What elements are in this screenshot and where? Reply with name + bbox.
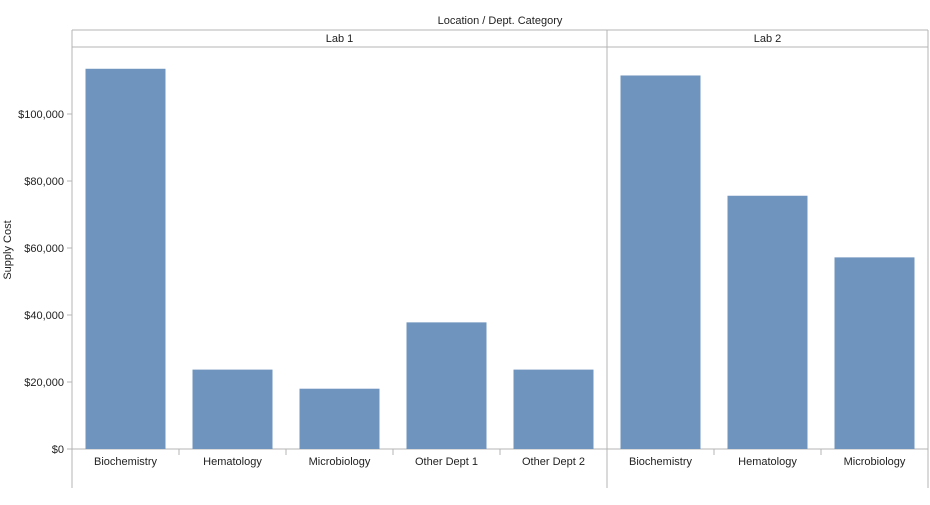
chart-header-title: Location / Dept. Category: [438, 15, 563, 27]
x-tick-label: Microbiology: [309, 456, 371, 468]
bar[interactable]: [834, 257, 915, 449]
x-tick-label: Biochemistry: [94, 456, 157, 468]
bar[interactable]: [192, 369, 273, 449]
x-tick-label: Microbiology: [844, 456, 906, 468]
panel-2: Lab 2 Biochemistry Hematology Microbiology: [606, 30, 915, 488]
y-tick-label: $80,000: [24, 176, 64, 188]
y-tick-label: $60,000: [24, 243, 64, 255]
panel-1: Lab 1 Biochemistry Hematology Microbiology O…: [85, 33, 594, 468]
panel-header-label: Lab 1: [326, 33, 354, 45]
chart-panels: Lab 1 Biochemistry Hematology Microbiology O…: [85, 30, 915, 488]
y-tick-label: $20,000: [24, 377, 64, 389]
bar[interactable]: [620, 75, 701, 449]
y-tick-label: $0: [52, 444, 64, 456]
bar[interactable]: [85, 68, 166, 450]
panel-header-label: Lab 2: [754, 33, 782, 45]
bar[interactable]: [406, 322, 487, 449]
x-tick-label: Other Dept 2: [522, 456, 585, 468]
y-axis: $0 $20,000 $40,000 $60,000 $80,000 $100,000: [18, 109, 72, 456]
bar[interactable]: [513, 369, 594, 449]
x-tick-label: Biochemistry: [629, 456, 692, 468]
bar[interactable]: [727, 195, 808, 449]
bar[interactable]: [299, 388, 380, 449]
x-tick-label: Other Dept 1: [415, 456, 478, 468]
y-axis-label: Supply Cost: [2, 220, 14, 279]
y-tick-label: $40,000: [24, 310, 64, 322]
x-tick-label: Hematology: [203, 456, 262, 468]
x-tick-label: Hematology: [738, 456, 797, 468]
y-tick-label: $100,000: [18, 109, 64, 121]
